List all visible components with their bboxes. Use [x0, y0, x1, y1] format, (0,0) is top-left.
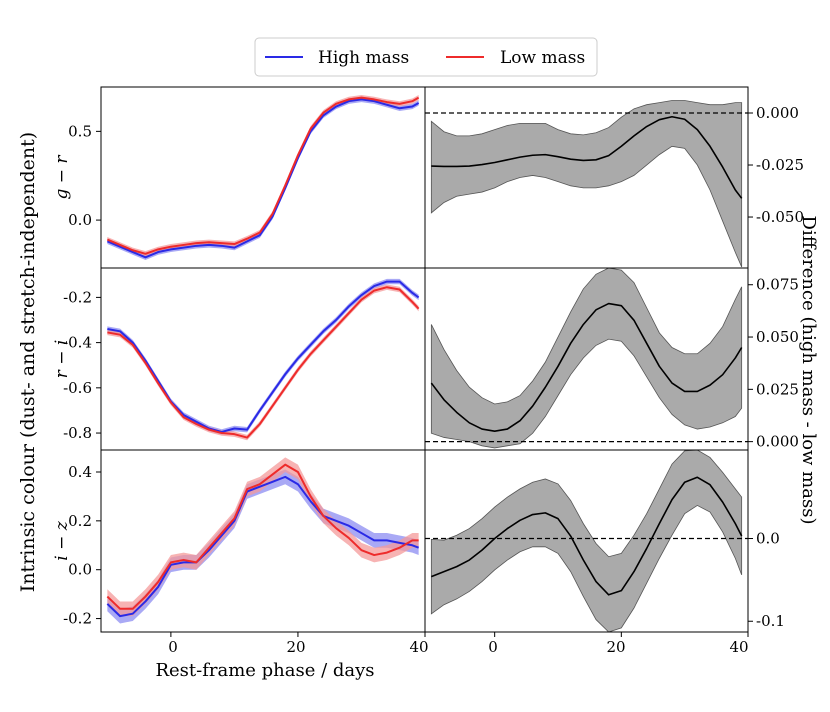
low-mass-band — [107, 457, 419, 617]
y-tick-label: 0.0 — [68, 211, 92, 229]
y-tick-label: 0.000 — [756, 104, 799, 122]
right-y-label: Difference (high mass - low mass) — [798, 216, 819, 525]
y-tick-label: 0.0 — [756, 530, 780, 548]
panel-diff-i-z: 0.0 -0.1 — [424, 449, 785, 637]
x-tick-label: 20 — [606, 638, 625, 656]
low-mass-line — [106, 463, 419, 610]
y-tick-label: -0.2 — [63, 610, 92, 628]
plot-area — [106, 457, 420, 624]
shared-y-label: Intrinsic colour (dust- and stretch-inde… — [17, 132, 39, 592]
y-tick-label: -0.050 — [756, 208, 804, 226]
panel-y-label: i − z — [52, 520, 72, 560]
y-tick-label: 0.2 — [68, 512, 92, 530]
high-mass-band — [107, 96, 419, 261]
panel-i-z: -0.2 0.0 0.2 0.4 i − z — [52, 449, 426, 637]
high-mass-band — [107, 469, 419, 624]
low-mass-band — [107, 284, 419, 441]
x-ticks-left: 0 20 40 — [168, 638, 428, 656]
legend-label-high-mass: High mass — [318, 48, 409, 68]
legend-label-low-mass: Low mass — [500, 48, 585, 68]
x-tick-label: 0 — [488, 638, 498, 656]
y-tick-label: 0.0 — [68, 561, 92, 579]
plot-area — [425, 100, 748, 268]
y-tick-label: 0.025 — [756, 380, 799, 398]
low-mass-line — [107, 286, 420, 439]
panel-frame — [100, 267, 426, 451]
x-tick-label: 0 — [168, 638, 178, 656]
panel-y-label: r − i — [52, 340, 72, 379]
panel-frame — [424, 449, 749, 633]
high-mass-line — [107, 280, 420, 433]
y-tick-label: 0.050 — [756, 328, 799, 346]
difference-line — [431, 115, 743, 199]
plot-area — [106, 94, 420, 261]
low-mass-line — [106, 96, 420, 255]
y-tick-label: -0.6 — [63, 379, 92, 397]
difference-band — [430, 450, 743, 632]
panel-frame — [100, 86, 426, 269]
panel-g-r: 0.0 0.5 g − r — [52, 86, 426, 269]
plot-area — [425, 450, 748, 632]
y-tick-label: -0.4 — [63, 334, 92, 352]
y-tick-label: -0.025 — [756, 156, 804, 174]
y-tick-label: -0.8 — [63, 424, 92, 442]
x-tick-label: 20 — [286, 638, 305, 656]
plot-area — [425, 268, 748, 449]
x-tick-label: 40 — [409, 638, 428, 656]
high-mass-line — [106, 475, 420, 618]
y-tick-label: 0.5 — [68, 122, 92, 140]
panel-r-i: -0.8 -0.6 -0.4 -0.2 r − i — [52, 267, 426, 451]
panel-y-label: g − r — [52, 155, 72, 200]
x-ticks-right: 0 20 40 — [488, 638, 748, 656]
x-tick-label: 40 — [729, 638, 748, 656]
x-axis-label: Rest-frame phase / days — [155, 660, 374, 681]
high-mass-band — [107, 278, 419, 435]
y-tick-label: -0.2 — [63, 288, 92, 306]
legend-frame — [254, 37, 598, 77]
y-tick-label: 0.075 — [756, 276, 799, 294]
y-tick-label: -0.1 — [756, 612, 785, 630]
legend: High mass Low mass — [254, 37, 598, 77]
plot-area — [107, 278, 420, 441]
difference-line — [430, 302, 743, 432]
difference-band — [430, 268, 743, 449]
difference-line — [431, 476, 743, 596]
y-tick-label: 0.000 — [756, 433, 799, 451]
panel-diff-r-i: 0.000 0.025 0.050 0.075 — [424, 267, 799, 451]
y-tick-label: 0.4 — [68, 463, 92, 481]
high-mass-line — [106, 98, 420, 259]
panel-diff-g-r: 0.000 -0.025 -0.050 — [424, 86, 804, 269]
difference-band — [430, 100, 743, 268]
